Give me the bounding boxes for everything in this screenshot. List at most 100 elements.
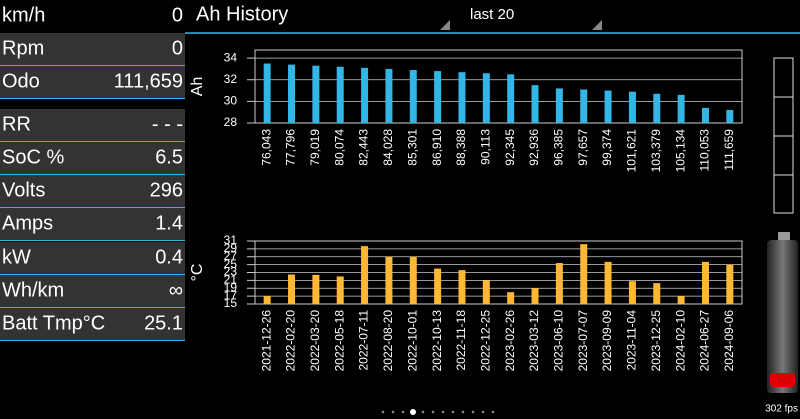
x-tick-label: 2023-02-26 [503, 310, 517, 372]
y-tick-label: 28 [224, 115, 238, 129]
side-panel: Rpm 0 Odo 111,659 RR - - - SoC % 6.5 Volts 296 Amp… [0, 33, 185, 341]
x-tick-label: 2024-09-06 [722, 310, 736, 372]
panel-row [0, 175, 185, 207]
y-tick-label: 17 [224, 288, 238, 302]
bar [361, 246, 369, 304]
x-tick-label: 2024-02-10 [673, 310, 687, 372]
bar [507, 74, 515, 123]
bar [555, 88, 563, 123]
bar [628, 281, 636, 304]
x-tick-label: 2022-02-20 [284, 310, 298, 372]
history-dropdown[interactable]: last 20 [470, 6, 514, 23]
x-tick-label: 2023-12-25 [649, 310, 663, 372]
bar [482, 280, 490, 304]
x-tick-label: 86,910 [430, 129, 444, 166]
bar [385, 256, 393, 304]
y-tick-label: 27 [224, 249, 238, 263]
x-tick-label: 88,388 [454, 129, 468, 166]
bar [263, 63, 271, 123]
x-tick-label: 2023-07-07 [576, 310, 590, 372]
bar [409, 256, 417, 304]
x-tick-label: 79,019 [308, 129, 322, 166]
dropdown-corner [440, 20, 450, 30]
bar [604, 261, 612, 304]
bar [653, 283, 661, 304]
row-value: 0 [172, 37, 183, 59]
row-label: Volts [2, 179, 45, 201]
x-tick-label: 103,379 [649, 129, 663, 173]
x-tick-label: 90,113 [478, 129, 492, 165]
x-tick-label: 2024-06-27 [698, 310, 712, 372]
panel-row [0, 242, 185, 274]
x-tick-label: 2022-12-25 [478, 310, 492, 372]
panel-row [0, 66, 185, 98]
x-tick-label: 97,657 [576, 129, 590, 166]
x-tick-label: 2023-06-10 [552, 310, 566, 372]
x-tick-label: 96,385 [552, 129, 566, 166]
y-tick-label: 25 [224, 257, 238, 271]
bar [336, 66, 344, 123]
speed-label: km/h [2, 4, 45, 26]
x-tick-label: 99,374 [600, 129, 614, 166]
bar [677, 94, 685, 123]
panel-row [0, 33, 185, 65]
bar [628, 91, 636, 123]
x-tick-label: 92,936 [527, 129, 541, 166]
row-value: 0.4 [155, 246, 183, 268]
x-tick-label: 2021-12-26 [259, 310, 273, 372]
x-tick-label: 2022-07-11 [357, 310, 371, 371]
row-value: 1.4 [155, 212, 183, 234]
row-label: Odo [2, 70, 40, 92]
y-tick-label: 29 [224, 241, 238, 255]
bar [653, 93, 661, 123]
x-tick-label: 2022-10-13 [430, 310, 444, 372]
y-axis-label: Ah [189, 77, 206, 97]
row-value: - - - [152, 113, 183, 135]
panel-row [0, 275, 185, 307]
bar [336, 276, 344, 304]
bar [288, 64, 296, 123]
panel-row [0, 208, 185, 240]
row-label: Wh/km [2, 279, 64, 301]
bar [458, 270, 466, 304]
row-value: 111,659 [114, 70, 183, 92]
bar [701, 261, 709, 304]
x-tick-label: 2022-11-18 [454, 310, 468, 371]
plot-frame [254, 49, 743, 124]
x-tick-label: 80,074 [332, 129, 346, 166]
history-title[interactable]: Ah History [196, 3, 288, 25]
bar [701, 107, 709, 123]
x-tick-label: 105,134 [673, 129, 687, 173]
x-tick-label: 82,443 [357, 129, 371, 166]
bar [677, 296, 685, 304]
bar [555, 263, 563, 304]
bar [434, 71, 442, 123]
y-tick-label: 30 [224, 94, 238, 108]
bar [531, 288, 539, 304]
page-dots [381, 409, 495, 415]
row-label: Amps [2, 212, 53, 234]
dropdown-corner [592, 20, 602, 30]
bar [263, 296, 271, 304]
panel-row [0, 109, 185, 141]
bar [482, 73, 490, 123]
bar [580, 89, 588, 123]
panel-row [0, 142, 185, 174]
x-tick-label: 2023-11-04 [625, 310, 639, 371]
bar [604, 90, 612, 123]
x-tick-label: 2023-09-09 [600, 310, 614, 372]
x-tick-label: 110,053 [698, 129, 712, 172]
row-value: 25.1 [144, 312, 183, 334]
row-label: Batt Tmp°C [2, 312, 105, 334]
charts: Ah 28 30 32 34 76,043 77,796 79,019 80,074 82,443… [189, 49, 743, 372]
panel-row [0, 308, 185, 340]
bar [726, 110, 734, 123]
bar [531, 85, 539, 123]
row-label: SoC % [2, 146, 64, 168]
y-tick-label: 31 [224, 233, 238, 247]
x-tick-label: 111,659 [722, 129, 736, 171]
x-tick-label: 2022-08-20 [381, 310, 395, 372]
y-tick-label: 34 [224, 50, 238, 64]
bar [458, 72, 466, 123]
x-tick-label: 2023-03-12 [527, 310, 541, 372]
